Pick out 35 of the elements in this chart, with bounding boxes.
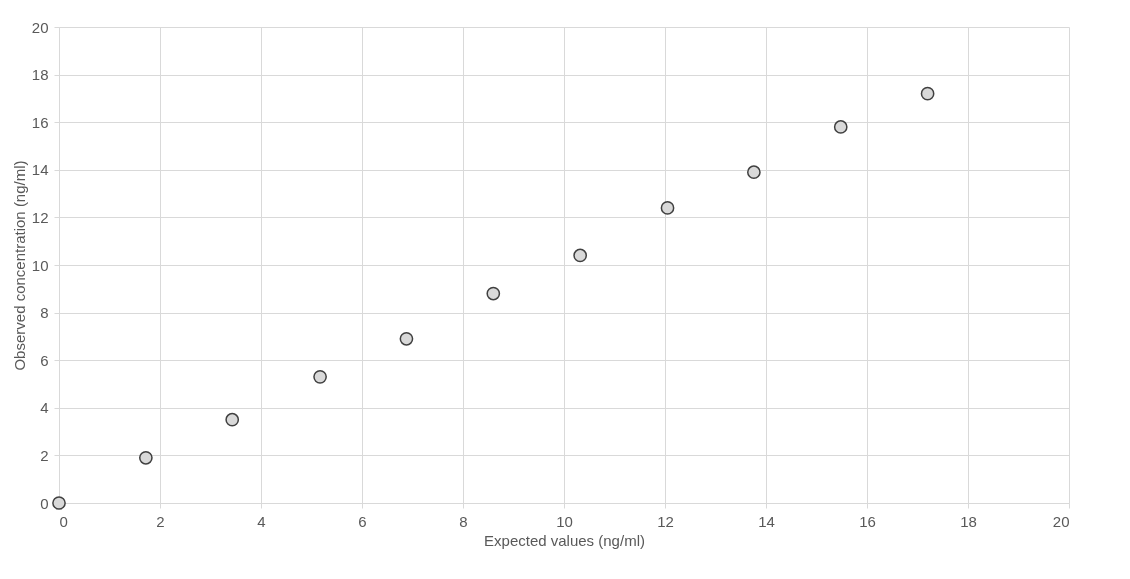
x-tick-label: 0 — [59, 512, 68, 530]
x-axis-title: Expected values (ng/ml) — [484, 531, 645, 549]
x-tick-label: 10 — [556, 512, 573, 530]
point — [920, 86, 935, 101]
point — [486, 286, 501, 301]
y-tick-label: 12 — [31, 208, 49, 226]
y-tick-label: 14 — [31, 161, 49, 179]
x-tick-label: 12 — [657, 512, 674, 530]
y-axis-title: Observed concentration (ng/ml) — [10, 160, 28, 371]
x-tick-label: 2 — [156, 512, 165, 530]
point — [660, 201, 675, 215]
y-tick-label: 8 — [40, 304, 49, 322]
point — [747, 165, 761, 180]
point — [225, 412, 240, 427]
x-tick-label: 20 — [1052, 512, 1070, 530]
point — [833, 120, 848, 134]
y-tick-label: 0 — [40, 494, 49, 512]
point — [313, 370, 327, 384]
x-tick-label: 16 — [859, 512, 876, 530]
y-tick-label: 6 — [40, 351, 49, 369]
x-tick-label: 8 — [459, 512, 468, 530]
y-tick-label: 4 — [40, 399, 49, 417]
x-tick-label: 18 — [960, 512, 977, 530]
y-tick-label: 20 — [31, 18, 49, 36]
point — [52, 496, 66, 510]
y-tick-label: 10 — [31, 256, 49, 274]
point — [399, 331, 414, 346]
x-tick-label: 6 — [358, 512, 367, 530]
x-tick-label: 4 — [257, 512, 266, 530]
y-tick-label: 18 — [31, 66, 49, 84]
point — [138, 450, 153, 465]
y-tick-label: 2 — [40, 446, 49, 464]
x-tick-label: 14 — [758, 512, 775, 530]
point — [573, 248, 588, 263]
y-tick-label: 16 — [31, 113, 49, 131]
